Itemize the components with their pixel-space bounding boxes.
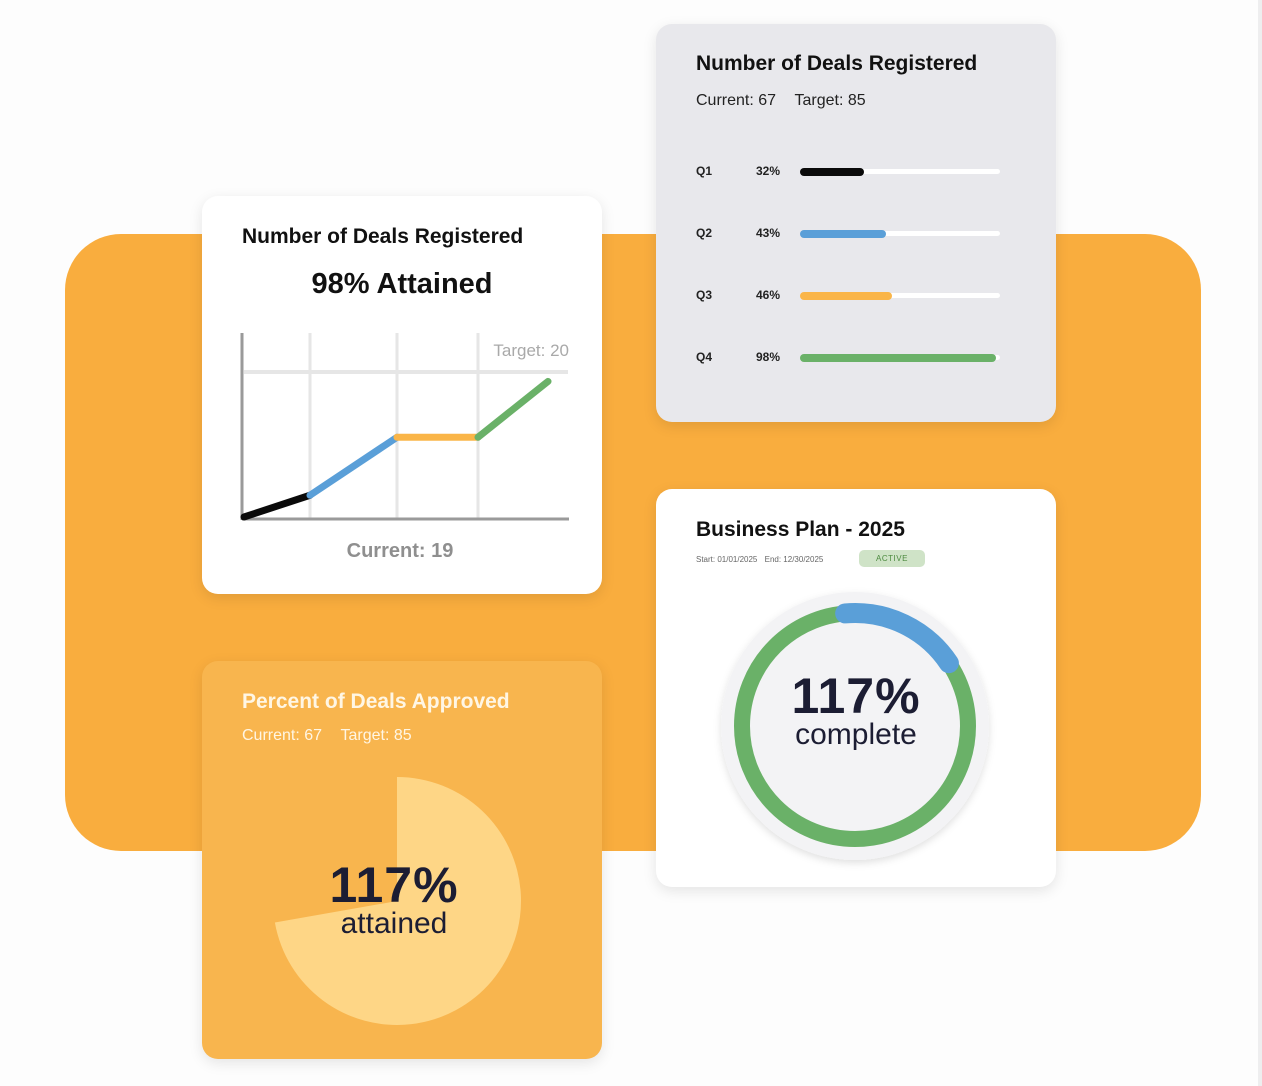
quarter-row-q3: Q3 46%	[696, 285, 1016, 305]
bars-card-subtitle: Current: 67 Target: 85	[696, 92, 866, 110]
line-chart-grid	[244, 333, 568, 520]
business-plan-card: Business Plan - 2025 Start: 01/01/2025 E…	[656, 489, 1056, 887]
approved-card-subtitle: Current: 67 Target: 85	[242, 727, 412, 745]
approved-card-current: Current: 67	[242, 727, 323, 744]
approved-card-target: Target: 85	[340, 727, 412, 744]
quarter-label: Q2	[696, 226, 713, 240]
line-card-headline: 98% Attained	[311, 268, 493, 300]
quarter-progress-fill-q4	[800, 354, 996, 362]
quarter-progress-track	[800, 354, 1000, 362]
page-edge	[1258, 0, 1262, 1086]
plan-caption: complete	[795, 718, 917, 751]
line-chart: Target: 20 Current: 19	[240, 333, 569, 562]
quarter-percent: 32%	[756, 164, 781, 178]
plan-card-title: Business Plan - 2025	[696, 518, 905, 541]
quarter-row-q4: Q4 98%	[696, 347, 1016, 367]
quarter-percent: 98%	[756, 350, 781, 364]
approved-percent: 117%	[329, 857, 459, 913]
plan-progress-ring	[721, 592, 989, 860]
quarter-percent: 46%	[756, 288, 781, 302]
line-series	[240, 377, 552, 521]
pie-slice	[274, 777, 521, 1025]
quarter-label: Q4	[696, 350, 713, 364]
quarter-label: Q3	[696, 288, 713, 302]
ring-overflow-arc	[835, 603, 959, 674]
quarter-row-q2: Q2 43%	[696, 223, 1016, 243]
quarter-progress-track	[800, 292, 1000, 300]
line-segment-2	[306, 433, 401, 499]
quarter-progress-fill-q1	[800, 168, 864, 176]
deals-approved-card: Percent of Deals Approved Current: 67 Ta…	[202, 661, 602, 1059]
bars-card-target: Target: 85	[794, 92, 866, 109]
target-label: Target: 20	[493, 341, 569, 360]
quarter-progress-track	[800, 168, 1000, 176]
quarter-progress-fill-q2	[800, 230, 886, 238]
plan-end-date: End: 12/30/2025	[764, 555, 824, 564]
bars-card-title: Number of Deals Registered	[696, 52, 978, 75]
deals-registered-quarterly-card: Number of Deals Registered Current: 67 T…	[656, 24, 1056, 422]
quarter-progress-fill-q3	[800, 292, 892, 300]
quarter-row-q1: Q1 32%	[696, 161, 1016, 181]
plan-percent: 117%	[791, 668, 921, 724]
approved-card-title: Percent of Deals Approved	[242, 690, 510, 713]
quarter-label: Q1	[696, 164, 713, 178]
quarter-progress-track	[800, 230, 1000, 238]
quarter-percent: 43%	[756, 226, 781, 240]
approved-caption: attained	[340, 907, 448, 940]
line-card-title: Number of Deals Registered	[242, 225, 524, 248]
deals-registered-line-card: Number of Deals Registered 98% Attained …	[202, 196, 602, 594]
approved-pie-chart	[274, 777, 521, 1025]
status-badge: ACTIVE	[859, 550, 925, 567]
line-segment-1	[240, 491, 314, 521]
current-label: Current: 19	[347, 540, 454, 562]
line-segment-4	[474, 377, 552, 441]
bars-card-current: Current: 67	[696, 92, 777, 109]
plan-start-date: Start: 01/01/2025	[696, 555, 758, 564]
ring-background	[721, 592, 989, 860]
plan-dates: Start: 01/01/2025 End: 12/30/2025	[696, 555, 823, 564]
